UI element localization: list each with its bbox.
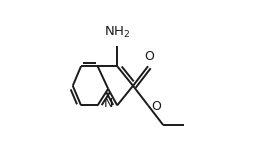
Text: O: O	[144, 50, 154, 63]
Text: NH$_2$: NH$_2$	[104, 25, 131, 40]
Text: O: O	[151, 100, 161, 113]
Text: N: N	[104, 97, 114, 110]
